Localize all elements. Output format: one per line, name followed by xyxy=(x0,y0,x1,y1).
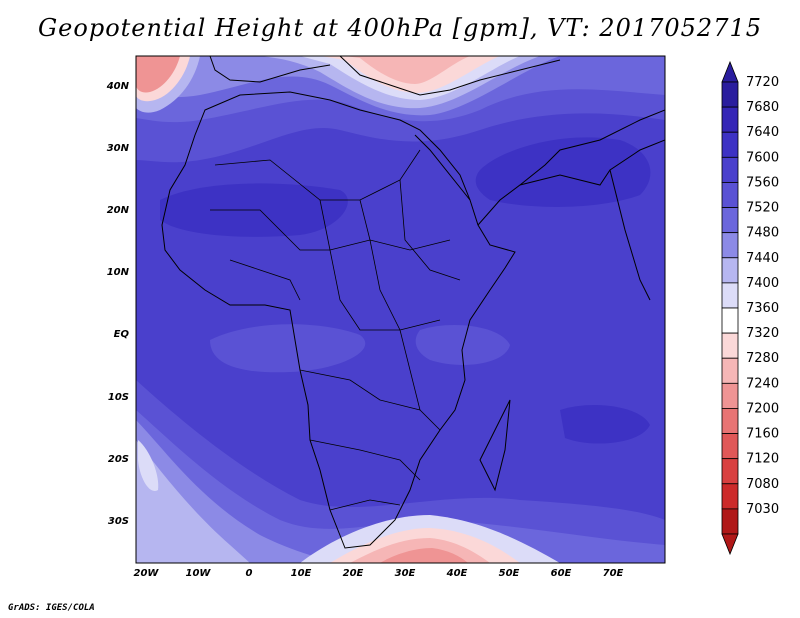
longitude-axis: 20W 10W 0 10E 20E 30E 40E 50E 60E 70E xyxy=(134,568,624,579)
colorbar-label: 7200 xyxy=(746,401,779,416)
lat-label: EQ xyxy=(114,329,130,340)
lon-label: 20W xyxy=(134,568,160,579)
lon-label: 30E xyxy=(395,568,416,579)
colorbar-swatch xyxy=(721,207,739,234)
map-frame xyxy=(135,55,666,564)
lon-label: 60E xyxy=(551,568,572,579)
colorbar-label: 7320 xyxy=(746,326,779,341)
colorbar-swatch xyxy=(721,357,739,384)
lat-label: 40N xyxy=(106,81,130,92)
lat-label: 10S xyxy=(108,392,129,403)
latitude-axis: 40N 30N 20N 10N EQ 10S 20S 30S xyxy=(106,81,130,527)
lon-label: 10W xyxy=(186,568,212,579)
colorbar-swatch xyxy=(721,382,739,409)
lon-label: 70E xyxy=(603,568,624,579)
colorbar-label: 7440 xyxy=(746,251,779,266)
colorbar-swatch xyxy=(721,307,739,334)
colorbar-label: 7030 xyxy=(746,502,779,517)
colorbar-swatch xyxy=(721,257,739,284)
colorbar-label: 7480 xyxy=(746,226,779,241)
colorbar-swatch xyxy=(721,483,739,510)
lat-label: 20S xyxy=(108,454,129,465)
colorbar-label: 7520 xyxy=(746,201,779,216)
colorbar-label: 7400 xyxy=(746,276,779,291)
lon-label: 40E xyxy=(446,568,468,579)
colorbar-label: 7560 xyxy=(746,175,779,190)
colorbar-label: 7640 xyxy=(746,125,779,140)
lon-label: 0 xyxy=(246,568,253,579)
height-field xyxy=(136,56,665,563)
colorbar-swatch xyxy=(721,433,739,460)
colorbar-label: 7720 xyxy=(746,75,779,90)
colorbar-label: 7240 xyxy=(746,376,779,391)
colorbar: 7720 7680 7640 7600 7560 7520 7480 7440 7400 7360… xyxy=(721,60,779,556)
colorbar-swatch xyxy=(721,408,739,434)
colorbar-swatch xyxy=(721,106,739,133)
lat-label: 30S xyxy=(108,516,129,527)
colorbar-label: 7680 xyxy=(746,100,779,115)
colorbar-label: 7600 xyxy=(746,150,779,165)
colorbar-label: 7120 xyxy=(746,452,779,467)
lat-label: 20N xyxy=(107,205,130,216)
colorbar-swatch xyxy=(721,458,739,485)
colorbar-swatch xyxy=(721,282,739,309)
lon-label: 20E xyxy=(343,568,364,579)
colorbar-swatch xyxy=(721,131,739,158)
colorbar-label: 7080 xyxy=(746,477,779,492)
lat-label: 30N xyxy=(107,143,130,154)
lat-label: 10N xyxy=(107,267,130,278)
colorbar-swatch xyxy=(721,156,739,183)
colorbar-swatch xyxy=(721,332,739,359)
colorbar-label: 7280 xyxy=(746,351,779,366)
map-title: Geopotential Height at 400hPa [gpm], VT:… xyxy=(38,14,762,42)
lon-label: 50E xyxy=(499,568,520,579)
colorbar-swatch xyxy=(721,508,739,535)
colorbar-arrow-bottom xyxy=(721,533,739,556)
colorbar-label: 7160 xyxy=(746,427,779,442)
colorbar-swatch xyxy=(721,232,739,259)
colorbar-arrow-top xyxy=(721,60,739,83)
colorbar-label: 7360 xyxy=(746,301,779,316)
colorbar-swatch xyxy=(721,81,739,108)
borders xyxy=(210,149,461,511)
colorbar-swatch xyxy=(721,182,739,208)
lon-label: 10E xyxy=(291,568,312,579)
credit-label: GrADS: IGES/COLA xyxy=(8,603,95,613)
